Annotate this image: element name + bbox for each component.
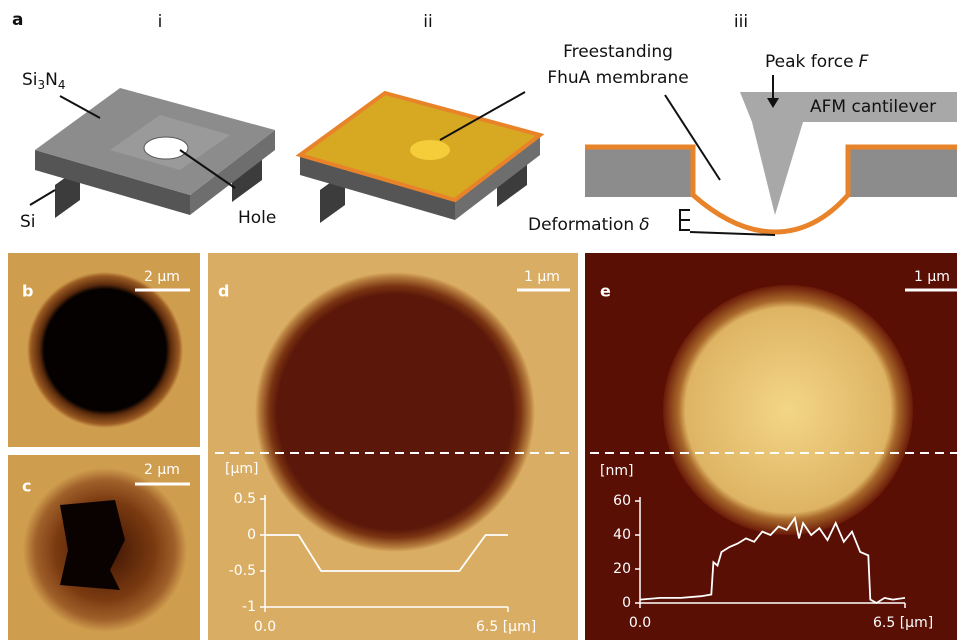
y-tick-label: 0 <box>622 595 631 611</box>
membrane-image <box>663 285 913 535</box>
x-tick-label: 6.5 [µm] <box>476 619 536 635</box>
step-label: ii <box>423 12 432 32</box>
step-label: iii <box>734 12 748 32</box>
x-tick-label: 6.5 [µm] <box>873 615 933 631</box>
panel-label: e <box>600 282 611 301</box>
y-axis-label: [nm] <box>600 463 633 479</box>
cantilever-label: AFM cantilever <box>810 97 936 117</box>
text: Peak force <box>765 52 854 72</box>
y-tick-label: -1 <box>242 599 256 615</box>
text: Si <box>22 70 38 90</box>
scale-bar-label: 2 µm <box>144 269 180 285</box>
hole-image <box>255 272 535 552</box>
subscript: 4 <box>58 78 66 92</box>
scale-bar-label: 1 µm <box>524 269 560 285</box>
x-tick-label: 0.0 <box>254 619 276 635</box>
chip-i <box>30 88 275 218</box>
subscript: 3 <box>38 78 46 92</box>
chip-ii <box>300 92 540 223</box>
text: Deformation <box>528 215 634 235</box>
step-label: i <box>158 12 163 32</box>
symbol: δ <box>639 215 649 235</box>
panel-label: c <box>22 477 31 496</box>
panel-label: b <box>22 282 33 301</box>
scale-bar-label: 1 µm <box>914 269 950 285</box>
hole-image <box>27 272 183 428</box>
material-label: Si <box>20 212 36 232</box>
y-tick-label: -0.5 <box>229 563 256 579</box>
membrane-label: FhuA membrane <box>547 68 688 88</box>
y-axis-label: [µm] <box>225 461 258 477</box>
y-tick-label: 60 <box>613 493 631 509</box>
text: N <box>45 70 58 90</box>
y-tick-label: 20 <box>613 561 631 577</box>
panel-label: a <box>12 10 23 30</box>
material-label: Si3N4 <box>22 70 66 92</box>
y-tick-label: 0.5 <box>234 491 256 507</box>
panel-label: d <box>218 282 229 301</box>
scale-bar-label: 2 µm <box>144 462 180 478</box>
symbol: F <box>859 52 869 72</box>
membrane-label: Freestanding <box>563 42 673 62</box>
hole-label: Hole <box>238 208 276 228</box>
y-tick-label: 40 <box>613 527 631 543</box>
panel-a: a i ii iii Si3N4 Si Hole Freestanding Fh… <box>12 10 957 235</box>
x-tick-label: 0.0 <box>629 615 651 631</box>
y-tick-label: 0 <box>247 527 256 543</box>
figure: a i ii iii Si3N4 Si Hole Freestanding Fh… <box>0 0 957 640</box>
